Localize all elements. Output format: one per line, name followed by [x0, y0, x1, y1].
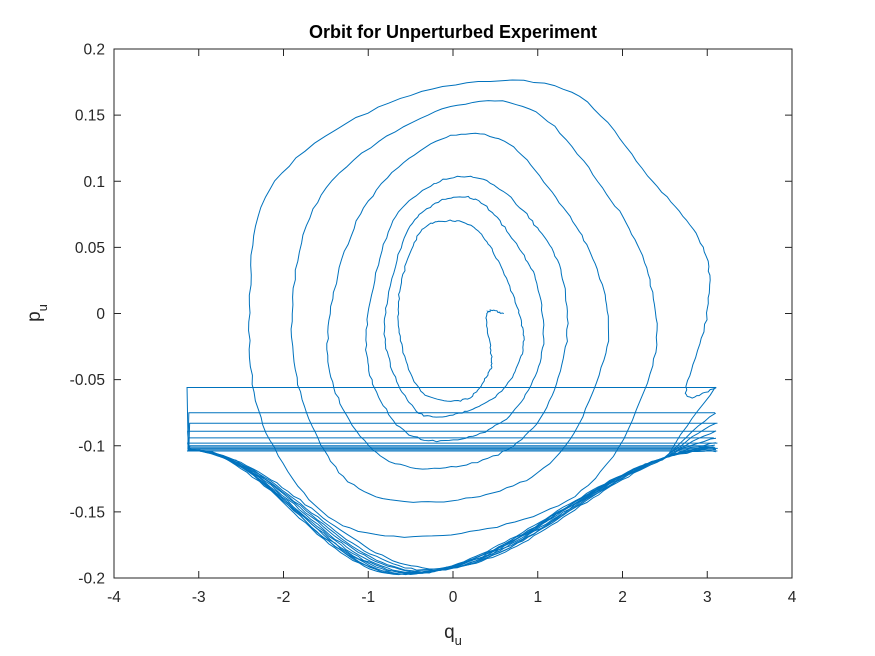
orbit-spiral-line [248, 79, 717, 538]
x-tick-label: -1 [361, 589, 375, 606]
x-tick-label: 1 [533, 589, 542, 606]
y-tick-label: 0.05 [75, 240, 105, 257]
y-axis-label-sub: u [35, 304, 50, 311]
x-tick-label: 4 [788, 589, 797, 606]
x-tick-label: 2 [618, 589, 627, 606]
x-tick-label: -4 [107, 589, 121, 606]
x-tick-label: 0 [449, 589, 458, 606]
y-tick-label: -0.1 [78, 438, 105, 455]
plot-area [114, 49, 792, 578]
y-tick-label: 0.2 [83, 42, 105, 59]
x-axis-label: qu [444, 622, 462, 648]
orbit-rotation-line [188, 448, 717, 576]
chart-title: Orbit for Unperturbed Experiment [309, 22, 597, 42]
x-tick-label: -2 [277, 589, 291, 606]
x-axis-label-main: q [444, 622, 455, 643]
y-tick-label: -0.2 [78, 571, 105, 588]
y-tick-label: -0.15 [70, 504, 105, 521]
y-tick-label: -0.05 [70, 372, 105, 389]
orbit-rotation-line [186, 449, 718, 575]
ticks-layer: -4 -3 -2 -1 0 1 2 3 4 -0.2 -0.15 -0.1 -0.05 0 0.05 0.1 0… [70, 42, 797, 607]
y-tick-label: 0 [96, 306, 105, 323]
y-tick-label: 0.1 [83, 174, 105, 191]
y-axis-label: pu [24, 304, 50, 322]
series-layer [186, 79, 718, 576]
x-tick-label: -3 [192, 589, 206, 606]
x-tick-label: 3 [703, 589, 712, 606]
x-axis-label-sub: u [455, 633, 462, 648]
y-tick-label: 0.15 [75, 108, 105, 125]
y-axis-label-main: p [24, 311, 45, 322]
